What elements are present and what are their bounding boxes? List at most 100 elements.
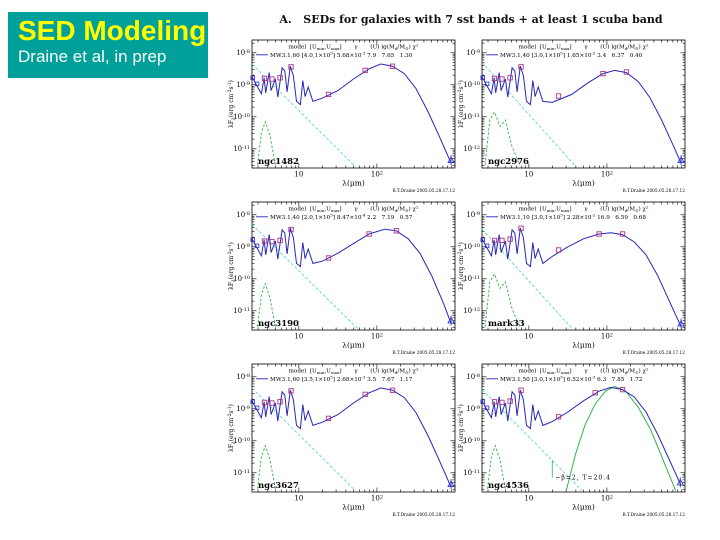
sed-panel-ngc3627: 10-8 10-9 10-10 10-11 10 102 λ(μm) λFλ(erg cm-2… [227, 363, 456, 518]
x-tick-label: 102 [601, 332, 613, 340]
x-axis-label: λ(μm) [572, 341, 595, 350]
legend-header-label: model [Umin,Umax] γ (U) lg(Md/M⊙) χ2 [289, 42, 419, 51]
y-tick-label: 10-11 [463, 113, 480, 121]
galaxy-name-label: ngc1482 [258, 157, 299, 167]
scuba-point [447, 156, 455, 163]
slide-title: SED Modeling [18, 15, 207, 46]
credit-label: B.T.Draine 2005.05.28.17.12 [392, 513, 455, 518]
photometry-points [480, 225, 685, 329]
starlight-curve [482, 389, 583, 491]
axis-ticks [252, 202, 455, 330]
scuba-point [447, 480, 455, 487]
y-tick-label: 10-9 [236, 243, 250, 251]
sed-panel-ngc4536: 10-8 10-9 10-10 10-11 10 102 λ(μm) λFλ(erg cm-2… [457, 363, 686, 518]
scuba-point [677, 319, 685, 327]
scuba-point [447, 316, 455, 324]
scuba-point [677, 156, 685, 163]
curves [252, 387, 452, 491]
legend-model-label: MW3.1,50 [3.0,1×105] 6.52×10-3 6.3 7.85 … [500, 375, 643, 383]
y-tick-label: 10-11 [463, 469, 480, 477]
starlight-curve [482, 62, 577, 167]
y-tick-label: 10-12 [463, 307, 480, 315]
credit-label: B.T.Draine 2005.05.28.17.12 [392, 351, 455, 356]
y-axis-label: λFλ(erg cm-2s-1) [227, 242, 236, 290]
model-sed-curve [482, 228, 682, 328]
galaxy-name-label: mark33 [488, 319, 525, 329]
galaxy-name-label: ngc3627 [258, 481, 299, 491]
y-tick-label: 10-9 [236, 81, 250, 89]
scuba-point [676, 478, 685, 486]
photometry-points [250, 63, 455, 165]
curves [252, 63, 452, 167]
y-axis-label: λFλ(erg cm-2s-1) [457, 404, 466, 452]
x-axis-label: λ(μm) [342, 179, 365, 188]
axis-ticks [482, 40, 685, 168]
galaxy-name-label: ngc3190 [258, 319, 299, 329]
model-sed-curve [252, 387, 452, 488]
legend-model-label: MW3.1,60 [4.0,1×105] 5.68×10-3 7.9 7.65 … [270, 51, 413, 59]
legend-model-label: MW3.1,40 [2.0,1×105] 8.47×10-4 2.2 7.19 … [270, 213, 413, 221]
model-sed-curve [252, 63, 452, 164]
credit-label: B.T.Draine 2005.05.28.17.12 [622, 189, 685, 194]
legend-header-label: model [Umin,Umax] γ (U) lg(Md/M⊙) χ2 [289, 366, 419, 375]
legend-header-label: model [Umin,Umax] γ (U) lg(Md/M⊙) χ2 [289, 204, 419, 213]
credit-label: B.T.Draine 2005.05.28.17.12 [622, 513, 685, 518]
axis-ticks [482, 364, 685, 492]
slide-subtitle: Draine et al, in prep [18, 47, 167, 67]
x-tick-label: 10 [294, 171, 303, 179]
sed-panel-ngc3190: 10-8 10-9 10-10 10-11 10 102 λ(μm) λFλ(erg cm-2… [227, 201, 456, 356]
y-axis-label: λFλ(erg cm-2s-1) [457, 242, 466, 290]
x-tick-label: 102 [371, 332, 383, 340]
x-axis-label: λ(μm) [342, 503, 365, 512]
sed-panel-ngc2976: 10-9 10-10 10-11 10-12 10 102 λ(μm) λFλ(erg cm-… [457, 39, 686, 194]
model-sed-curve [252, 228, 452, 324]
axis-ticks [482, 202, 685, 330]
starlight-curve [482, 228, 573, 329]
x-axis-label: λ(μm) [342, 341, 365, 350]
galaxy-name-label: ngc2976 [488, 157, 529, 167]
starlight-curve [252, 63, 356, 167]
stellar-green-curve [257, 444, 276, 489]
curves [482, 62, 682, 167]
x-tick-label: 102 [371, 494, 383, 502]
y-tick-label: 10-11 [233, 469, 250, 477]
stellar-green-curve [257, 120, 276, 165]
model-sed-curve [482, 66, 682, 164]
plot-frame [481, 39, 686, 169]
axis-ticks [252, 364, 455, 492]
x-tick-label: 102 [601, 494, 613, 502]
credit-label: B.T.Draine 2005.05.28.17.12 [622, 351, 685, 356]
curves [482, 228, 682, 329]
title-box: SED Modeling Draine et al, in prep [8, 12, 208, 78]
y-axis-label: λFλ(erg cm-2s-1) [457, 80, 466, 128]
stellar-green-curve [484, 272, 520, 327]
y-tick-label: 10-10 [233, 275, 250, 283]
y-tick-label: 10-10 [233, 113, 250, 121]
legend-header-label: model [Umin,Umax] γ (U) lg(Md/M⊙) χ2 [519, 42, 649, 51]
y-tick-label: 10-10 [463, 437, 480, 445]
stellar-green-curve [257, 282, 276, 327]
y-tick-label: 10-11 [463, 275, 480, 283]
legend-model-label: MW3.1,60 [3.5,1×105] 2.68×10-3 3.5 7.67 … [270, 375, 413, 383]
photometry-points [250, 387, 455, 489]
axis-ticks [252, 40, 455, 168]
galaxy-name-label: ngc4536 [488, 481, 529, 491]
y-axis-label: λFλ(erg cm-2s-1) [227, 404, 236, 452]
y-tick-label: 10-8 [466, 373, 480, 381]
blackbody-fit-curve [565, 385, 677, 491]
sed-grid: 10-8 10-9 10-10 10-11 10 102 λ(μm) λFλ(erg cm-2… [225, 36, 695, 526]
credit-label: B.T.Draine 2005.05.28.17.12 [392, 189, 455, 194]
photometry-points [480, 64, 685, 165]
model-sed-curve [482, 386, 682, 486]
x-tick-label: 10 [524, 495, 533, 503]
legend-header-label: model [Umin,Umax] γ (U) lg(Md/M⊙) χ2 [519, 204, 649, 213]
x-axis-label: λ(μm) [572, 179, 595, 188]
photometry-points [250, 226, 455, 326]
y-tick-label: 10-10 [233, 437, 250, 445]
annotation-label: ~β=2, T=20.4 [555, 475, 611, 482]
sed-panel-ngc1482: 10-8 10-9 10-10 10-11 10 102 λ(μm) λFλ(erg cm-2… [227, 39, 456, 194]
y-tick-label: 10-10 [463, 243, 480, 251]
x-axis-label: λ(μm) [572, 503, 595, 512]
y-tick-label: 10-8 [236, 49, 250, 57]
